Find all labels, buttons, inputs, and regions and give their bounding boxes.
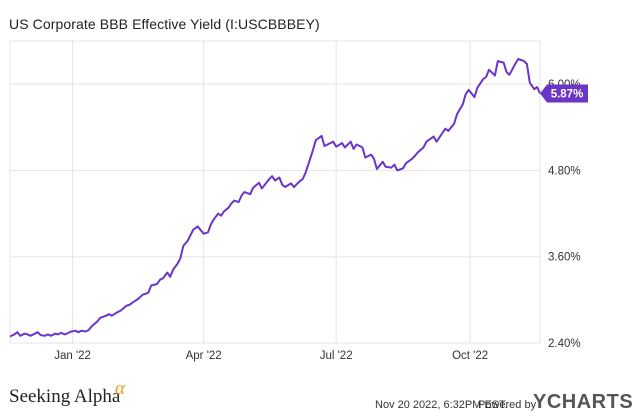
x-tick-label: Apr '22: [186, 350, 222, 362]
plot-area: [9, 40, 541, 344]
seeking-alpha-brand: Seeking Alpha: [9, 386, 121, 407]
powered-by-label: Powered by: [478, 399, 537, 411]
timestamp: Nov 20 2022, 6:32PM EST.: [375, 399, 508, 411]
last-value-label: 5.87%: [551, 88, 584, 100]
y-tick-label: 4.80%: [548, 165, 581, 177]
callout-badge: [540, 84, 588, 103]
series-layer: [9, 58, 541, 338]
x-tick-label: Jan '22: [54, 350, 91, 362]
y-tick-label: 3.60%: [548, 252, 581, 264]
line-chart: Jan '22 Apr '22 Jul '22 Oct '22 2.40% 3.60% 4…: [9, 40, 588, 362]
y-tick-label: 2.40%: [548, 338, 581, 350]
x-tick-label: Jul '22: [320, 350, 353, 362]
alpha-icon: α: [115, 378, 125, 399]
x-tick-label: Oct '22: [452, 350, 488, 362]
grid: [9, 40, 541, 344]
chart-title: US Corporate BBB Effective Yield (I:USCB…: [9, 16, 320, 32]
y-axis: 2.40%3.60%4.80%6.00%: [548, 79, 581, 350]
x-axis: Jan '22 Apr '22 Jul '22 Oct '22: [54, 350, 488, 362]
series-line: [9, 58, 541, 338]
last-value-callout: 5.87%: [540, 84, 588, 103]
ycharts-logo: YCHARTS: [533, 391, 634, 413]
